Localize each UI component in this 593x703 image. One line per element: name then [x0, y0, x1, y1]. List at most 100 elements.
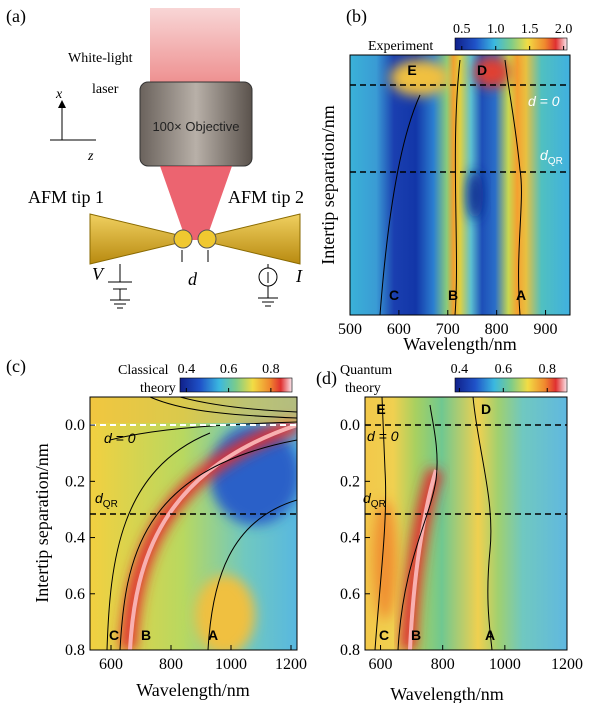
heatmap-band	[408, 469, 438, 650]
dqr-label: dQR	[95, 490, 118, 510]
y-tick-label: 0.0	[65, 417, 85, 434]
axis-label: x	[55, 87, 63, 102]
panel-a: (a) White-light laser 100× Objective x z…	[6, 6, 304, 309]
x-axis-label: Wavelength/nm	[403, 334, 517, 354]
panel-label: (c)	[6, 356, 26, 377]
current-label: I	[295, 266, 303, 286]
x-axis-label: Wavelength/nm	[390, 684, 504, 703]
dqr-main: d	[95, 490, 104, 506]
x-axis-label: Wavelength/nm	[136, 680, 250, 700]
mode-label: C	[109, 627, 119, 643]
y-tick-label: 0.2	[340, 473, 360, 490]
mode-label: D	[481, 401, 491, 417]
colorbar-tick-label: 1.5	[521, 22, 539, 37]
mode-curve	[454, 59, 461, 315]
colorbar-tick-label: 0.8	[538, 362, 556, 377]
axis-label: z	[87, 149, 94, 164]
mode-label: A	[485, 627, 495, 643]
mode-curve	[379, 94, 421, 315]
dqr-sub: QR	[371, 499, 386, 510]
colorbar-tick-label: 0.6	[495, 362, 513, 377]
mode-curve	[504, 59, 522, 315]
zero-label: d = 0	[104, 430, 136, 446]
mode-label: A	[516, 287, 526, 303]
panel-b: (b) E D C B A d = 0 dQR Experiment Wavel…	[318, 6, 571, 354]
focus-cone	[160, 166, 232, 240]
y-tick-label: 0.4	[340, 530, 360, 547]
colorbar-title: theory	[140, 381, 176, 396]
afm-tip	[207, 213, 301, 265]
laser-beam	[150, 8, 240, 84]
gap-label: d	[188, 269, 198, 289]
zero-label: d = 0	[367, 428, 399, 444]
x-tick-label: 600	[387, 321, 411, 338]
x-tick-label: 800	[485, 321, 509, 338]
heatmap-base	[365, 397, 567, 650]
colorbar-tick-label: 2.0	[555, 22, 573, 37]
voltage-label: V	[92, 264, 105, 284]
heatmap-base	[350, 55, 570, 315]
mode-curve	[106, 397, 297, 650]
zero-label: d = 0	[528, 93, 560, 109]
mode-label: A	[208, 627, 218, 643]
mode-label: E	[376, 401, 385, 417]
x-tick-label: 900	[534, 321, 558, 338]
plot-frame	[364, 396, 568, 651]
colorbar-tick-label: 0.4	[451, 362, 469, 377]
colorbar-title: Classical	[118, 363, 169, 378]
panel-d: (d) E D C B A d = 0 dQR Quantum theory W…	[316, 363, 568, 703]
colorbar-tick-label: 0.4	[178, 362, 196, 377]
y-tick-label: 0.4	[65, 530, 85, 547]
laser-text: laser	[92, 82, 119, 97]
dqr-sub: QR	[103, 499, 118, 510]
plot-frame	[89, 396, 298, 651]
current-source	[258, 264, 278, 307]
x-tick-label: 1200	[275, 656, 307, 673]
voltage-source	[108, 264, 132, 309]
heatmap	[90, 397, 297, 650]
laser-text: White-light	[68, 51, 133, 66]
tip-label: AFM tip 1	[28, 187, 104, 207]
heatmap-blob	[390, 60, 450, 96]
x-tick-label: 800	[431, 656, 455, 673]
colorbar-title: Quantum	[340, 363, 392, 378]
heatmap-blob	[474, 56, 510, 88]
colorbar-tick-label: 1.0	[487, 22, 505, 37]
x-tick-label: 500	[338, 321, 362, 338]
mode-label: E	[407, 62, 416, 78]
y-tick-label: 0.0	[340, 417, 360, 434]
dqr-label: dQR	[540, 147, 563, 167]
tip-sphere	[197, 229, 217, 249]
y-axis-label: Intertip separation/nm	[318, 105, 338, 264]
panel-label: (a)	[6, 6, 26, 27]
mode-label: D	[477, 62, 487, 78]
x-tick-label: 700	[436, 321, 460, 338]
dqr-sub: QR	[548, 156, 563, 167]
mode-curve	[374, 397, 493, 650]
colorbar-tick-label: 0.6	[220, 362, 238, 377]
x-tick-label: 1000	[215, 656, 247, 673]
heatmap-blob	[467, 170, 483, 220]
heatmap	[365, 397, 567, 650]
x-tick-label: 1200	[551, 656, 583, 673]
mode-label: B	[141, 627, 151, 643]
objective-label: 100× Objective	[152, 119, 239, 134]
colorbar-title: Experiment	[368, 39, 433, 54]
dqr-main: d	[540, 147, 549, 163]
y-tick-label: 0.6	[340, 586, 360, 603]
y-tick-label: 0.8	[65, 642, 85, 659]
mode-label: B	[411, 627, 421, 643]
afm-tip	[89, 213, 183, 265]
x-tick-label: 800	[159, 656, 183, 673]
heatmap-band	[128, 423, 297, 650]
current-source	[258, 267, 278, 287]
colorbar-tick-label: 0.5	[453, 22, 471, 37]
tip-sphere	[173, 229, 193, 249]
y-axis-label: Intertip separation/nm	[32, 443, 52, 602]
colorbar	[454, 377, 568, 393]
x-tick-label: 600	[369, 656, 393, 673]
panel-label: (b)	[346, 6, 367, 27]
panel-label: (d)	[316, 368, 337, 389]
mode-label: C	[389, 287, 399, 303]
heatmap-blob	[195, 575, 255, 650]
